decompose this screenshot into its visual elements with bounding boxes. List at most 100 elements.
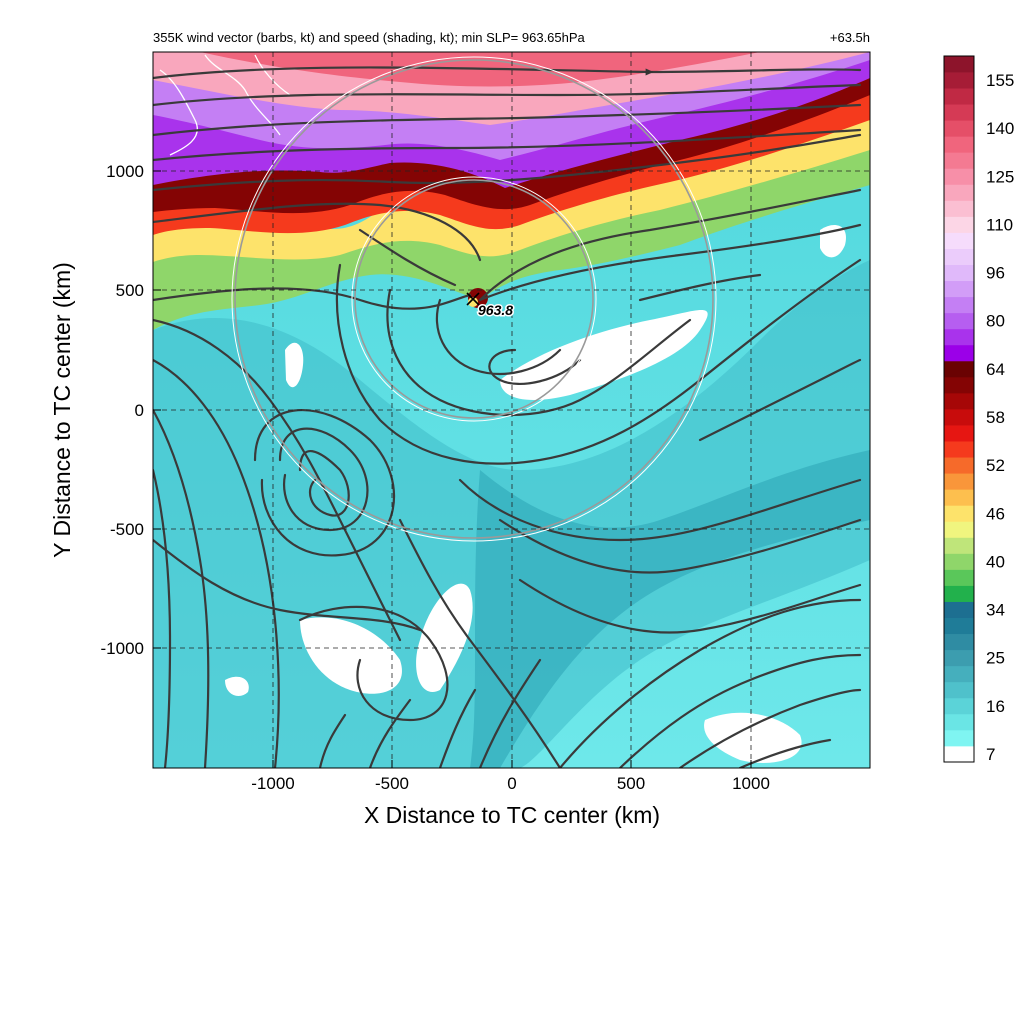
y-tick-label: 1000 (106, 162, 144, 181)
colorbar-labels: 7 16 25 34 40 46 52 58 64 80 96 110 125 140 155 (986, 71, 1014, 764)
colorbar-swatch (944, 104, 974, 121)
streamlines (153, 66, 862, 768)
colorbar-swatch (944, 72, 974, 89)
colorbar-swatch (944, 537, 974, 554)
x-tick-label: 0 (507, 774, 516, 793)
colorbar-swatch (944, 280, 974, 298)
colorbar-swatch (944, 585, 974, 602)
colorbar-swatch (944, 200, 974, 217)
colorbar-swatch (944, 745, 974, 763)
colorbar-swatch (944, 168, 974, 185)
colorbar-swatch (944, 729, 974, 747)
low-speed-patch-1 (416, 583, 473, 692)
jet-entrance-yellow (153, 110, 870, 262)
low-speed-patch-5 (704, 712, 802, 763)
colorbar-swatch (944, 264, 974, 282)
colorbar-swatch (944, 521, 974, 538)
colorbar-tick-label: 40 (986, 552, 1005, 571)
x-tick-label: 500 (617, 774, 645, 793)
y-tick-labels: -1000 -500 0 500 1000 (101, 162, 144, 658)
x-axis-label: X Distance to TC center (km) (364, 802, 660, 828)
y-tick-label: -500 (110, 520, 144, 539)
colorbar-tick-label: 46 (986, 504, 1005, 523)
forecast-time: +63.5h (830, 30, 870, 45)
colorbar-swatch (944, 681, 974, 699)
colorbar-swatch (944, 152, 974, 169)
colorbar-swatch (944, 457, 974, 474)
colorbar-swatch (944, 505, 974, 522)
x-tick-labels: -1000 -500 0 500 1000 (251, 774, 770, 793)
colorbar-swatch (944, 489, 974, 506)
colorbar-swatch (944, 248, 974, 265)
range-ring-500km (354, 179, 594, 419)
tick-marks (153, 170, 752, 768)
colorbar-tick-label: 16 (986, 697, 1005, 716)
colorbar-swatch (944, 344, 974, 362)
colorbar-swatch (944, 473, 974, 490)
jet-entrance-green (153, 140, 870, 330)
colorbar-swatch (944, 601, 974, 618)
range-ring-1000km (234, 59, 714, 539)
colorbar-swatch (944, 88, 974, 105)
colorbar-tick-label: 34 (986, 601, 1005, 620)
colorbar-swatch (944, 633, 974, 651)
chart-title: 355K wind vector (barbs, kt) and speed (… (153, 30, 586, 45)
y-tick-label: -1000 (101, 639, 144, 658)
y-axis-label: Y Distance to TC center (km) (49, 262, 75, 558)
colorbar-swatch (944, 360, 974, 378)
low-speed-patch-2 (300, 617, 402, 694)
colorbar-swatch (944, 425, 974, 442)
plot-area: 963.8 (153, 52, 870, 768)
colorbar-swatch (944, 392, 974, 410)
colorbar-tick-label: 25 (986, 649, 1005, 668)
range-ring-500km-halo (351, 176, 597, 422)
y-tick-label: 500 (116, 281, 144, 300)
colorbar-swatch (944, 120, 974, 137)
colorbar-swatch (944, 296, 974, 314)
colorbar-swatch (944, 136, 974, 153)
colorbar-swatch (944, 665, 974, 683)
colorbar-swatch (944, 713, 974, 731)
colorbar-tick-label: 125 (986, 167, 1014, 186)
colorbar-swatch (944, 697, 974, 715)
y-tick-label: 0 (135, 401, 144, 420)
colorbar-swatch (944, 409, 974, 426)
colorbar-swatch (944, 232, 974, 249)
min-slp-label: 963.8 (478, 302, 513, 318)
colorbar-tick-label: 140 (986, 119, 1014, 138)
low-speed-patch-7 (225, 676, 249, 696)
colorbar-swatch (944, 441, 974, 458)
colorbar-swatch (944, 184, 974, 201)
colorbar-swatch (944, 56, 974, 73)
coastline (159, 54, 291, 156)
colorbar-tick-label: 155 (986, 71, 1014, 90)
colorbar (944, 56, 974, 763)
colorbar-swatch (944, 328, 974, 346)
low-speed-patch-4 (285, 342, 304, 388)
colorbar-swatch (944, 649, 974, 667)
colorbar-frame (943, 55, 975, 763)
colorbar-tick-label: 96 (986, 264, 1005, 283)
colorbar-tick-label: 7 (986, 745, 995, 764)
teal-region-dark (470, 450, 870, 768)
x-tick-label: 1000 (732, 774, 770, 793)
range-rings (231, 56, 717, 542)
colorbar-swatch (944, 312, 974, 330)
range-ring-1000km-halo (231, 56, 717, 542)
colorbar-tick-label: 80 (986, 312, 1005, 331)
colorbar-swatch (944, 376, 974, 394)
x-tick-label: -1000 (251, 774, 294, 793)
x-tick-label: -500 (375, 774, 409, 793)
tc-core-shading-inner (468, 297, 478, 307)
colorbar-swatch (944, 617, 974, 635)
colorbar-tick-label: 52 (986, 456, 1005, 475)
colorbar-swatch (944, 216, 974, 233)
tc-center-marker (466, 292, 480, 306)
colorbar-swatch (944, 553, 974, 570)
grid-lines (153, 52, 870, 768)
colorbar-tick-label: 110 (986, 216, 1013, 235)
colorbar-tick-label: 64 (986, 360, 1005, 379)
jet-entrance-darkred (153, 70, 870, 214)
colorbar-tick-label: 58 (986, 408, 1005, 427)
